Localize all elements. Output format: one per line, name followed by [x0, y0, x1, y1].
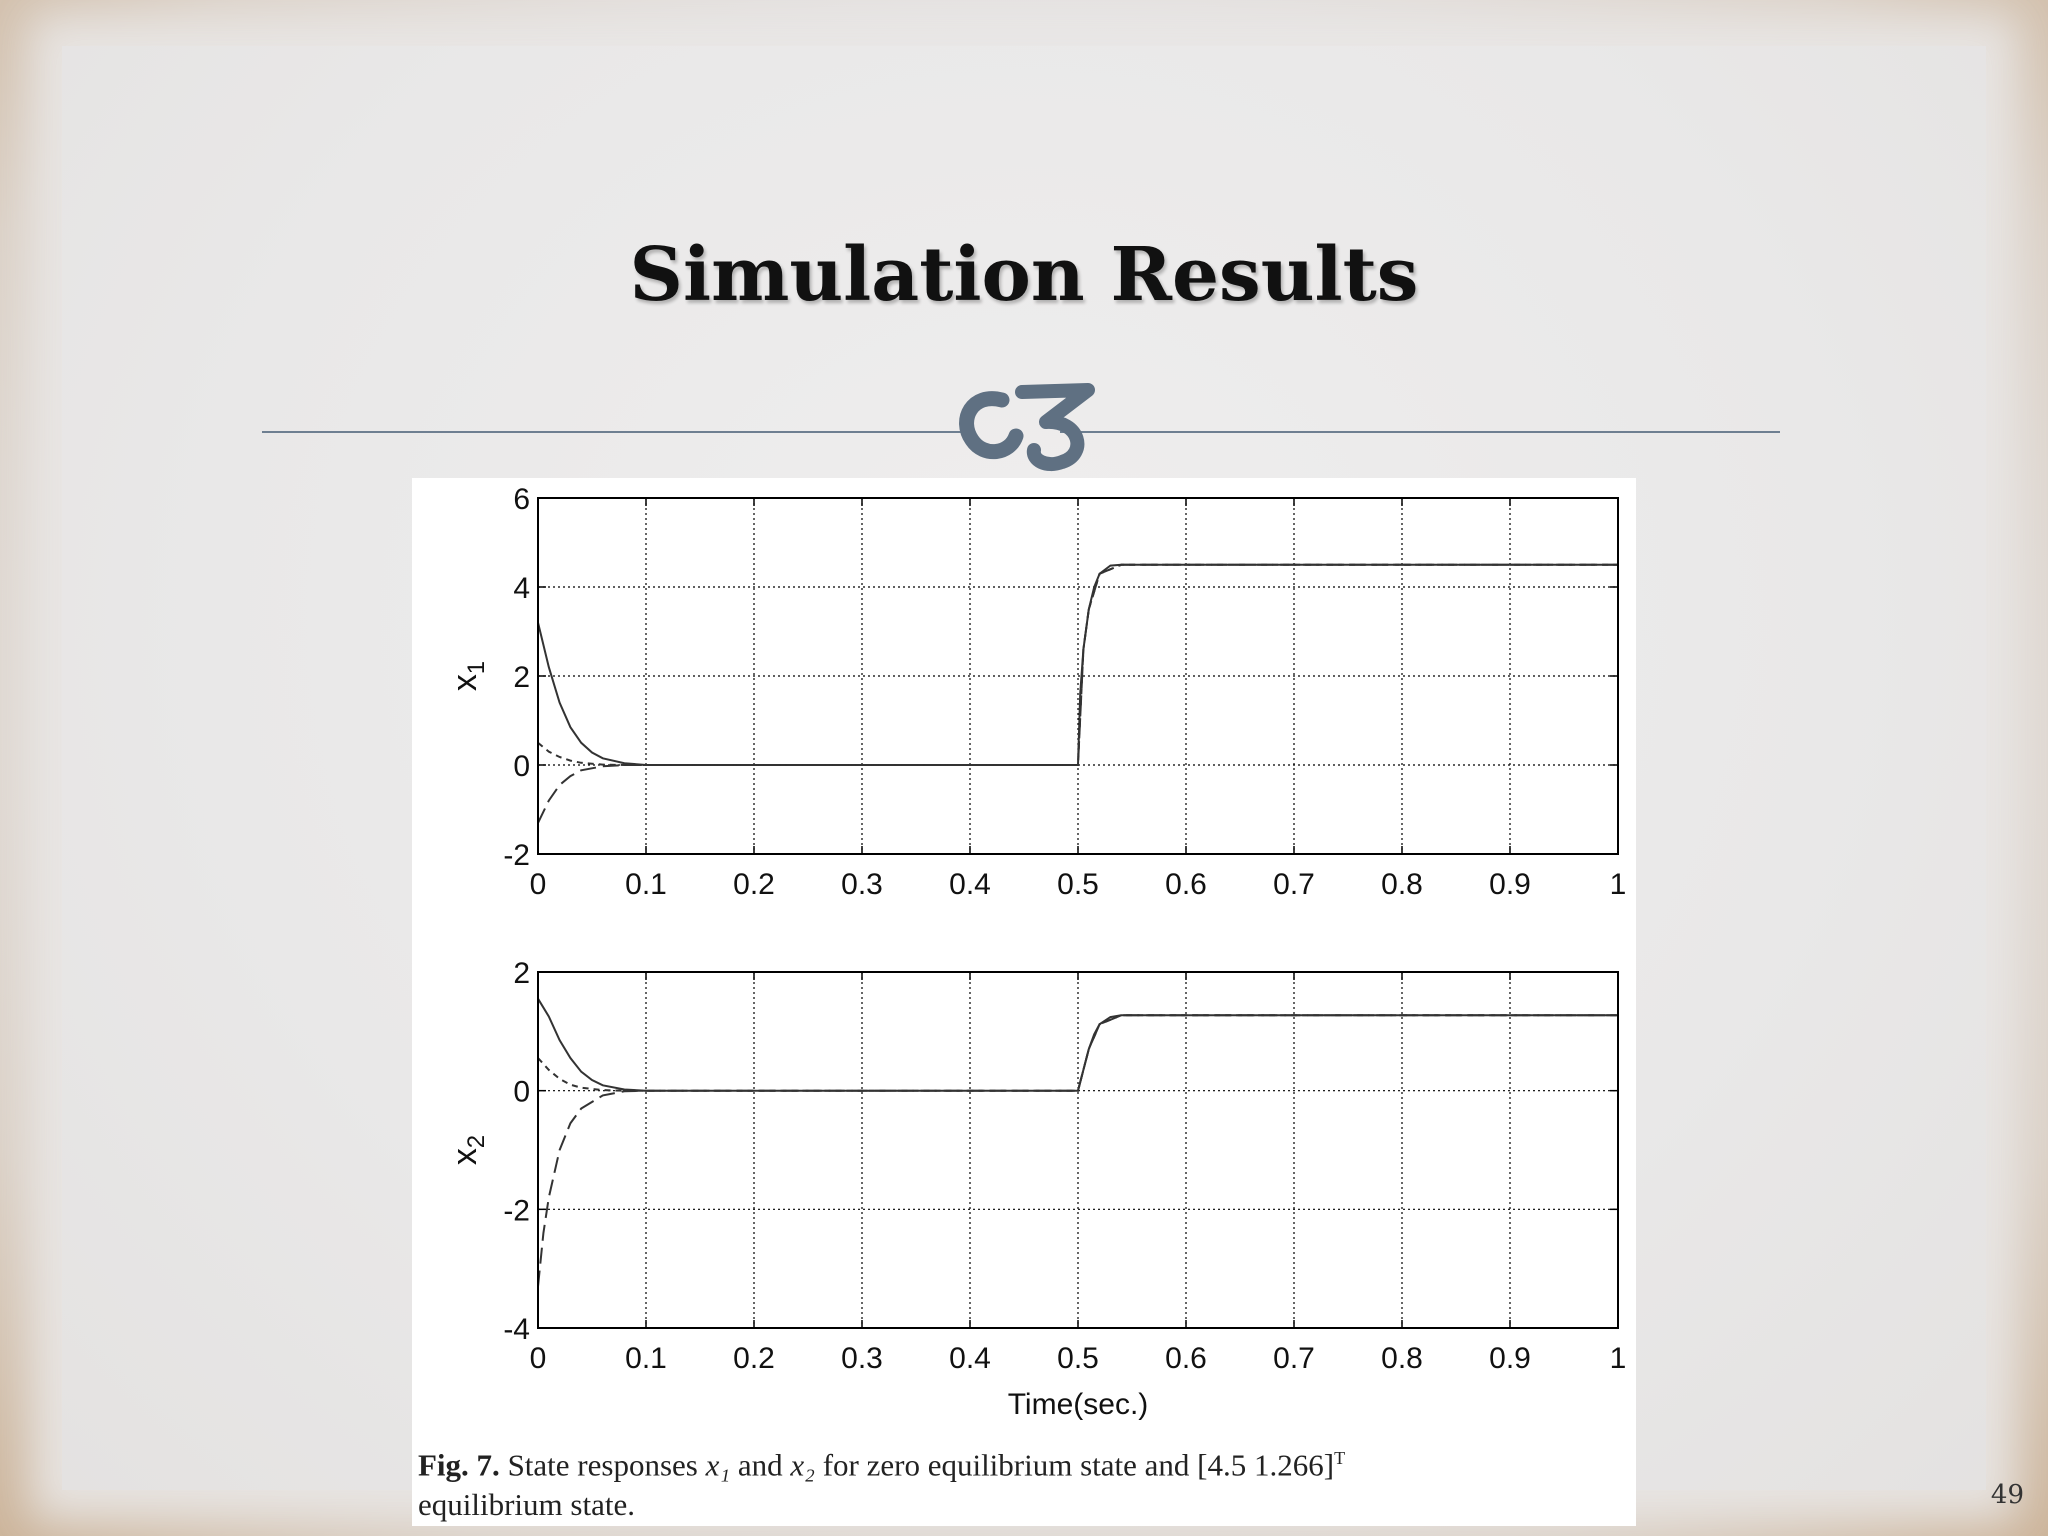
- caption-superscript: T: [1334, 1448, 1346, 1468]
- divider-right: [1060, 431, 1780, 433]
- x-tick-label: 0.2: [733, 868, 775, 901]
- ornament-icon: [959, 383, 1095, 472]
- x-tick-label: 0.6: [1165, 868, 1207, 901]
- y-tick-label: -4: [503, 1313, 530, 1346]
- x-tick-label: 0: [530, 868, 547, 901]
- series-line-dashed: [537, 1014, 1618, 1092]
- slide-title: Simulation Results: [629, 232, 1419, 318]
- x-tick-label: 0.2: [733, 1342, 775, 1375]
- x-tick-label: 0.5: [1057, 868, 1099, 901]
- caption-x2: x₂: [790, 1447, 815, 1483]
- y-tick-label: 2: [513, 661, 530, 694]
- x-tick-label: 0.4: [949, 1342, 991, 1375]
- series-line-longdash: [537, 563, 1618, 824]
- x-tick-label: 0.1: [625, 868, 667, 901]
- y-axis-label: x1: [446, 661, 490, 691]
- figure: 0 0.1 0.2 0.3 0.4 0.5 0.6 0.7 0.8 0.9 1 -2 0 2 4 6 x1 0 0.…: [412, 478, 1636, 1526]
- x-tick-label: 0.6: [1165, 1342, 1207, 1375]
- x-tick-label: 0.3: [841, 868, 883, 901]
- x-tick-label: 1: [1610, 868, 1627, 901]
- x-axis-label: Time(sec.): [1008, 1388, 1149, 1421]
- y-tick-label: -2: [503, 839, 530, 872]
- x-tick-label: 0.3: [841, 1342, 883, 1375]
- caption-pre: State responses: [507, 1447, 698, 1483]
- x-tick-label: 0.8: [1381, 868, 1423, 901]
- x-tick-label: 0: [530, 1342, 547, 1375]
- y-tick-label: -2: [503, 1194, 530, 1227]
- y-tick-label: 0: [513, 750, 530, 783]
- x-tick-label: 0.7: [1273, 868, 1315, 901]
- series-line-solid: [537, 563, 1618, 766]
- plot-frame: [537, 971, 1619, 1329]
- series-line-dashed: [537, 563, 1618, 766]
- y-tick-label: 6: [513, 483, 530, 516]
- x-tick-label: 0.7: [1273, 1342, 1315, 1375]
- y-axis-label: x2: [446, 1135, 490, 1165]
- divider-left: [262, 431, 962, 433]
- x-tick-label: 0.9: [1489, 868, 1531, 901]
- caption-fig-label: Fig. 7.: [418, 1447, 500, 1483]
- x-tick-label: 0.5: [1057, 1342, 1099, 1375]
- x-tick-label: 0.4: [949, 868, 991, 901]
- x-tick-label: 0.1: [625, 1342, 667, 1375]
- caption-text-after: for zero equilibrium state and [4.5 1.26…: [822, 1447, 1335, 1483]
- figure-caption: Fig. 7. State responses x₁ and x₂ for ze…: [418, 1438, 1630, 1525]
- x-tick-label: 1: [1610, 1342, 1627, 1375]
- y-tick-label: 4: [513, 572, 530, 605]
- page-number: 49: [1990, 1480, 2024, 1510]
- series-line-longdash: [537, 1014, 1618, 1287]
- caption-line2: equilibrium state.: [418, 1487, 635, 1523]
- y-tick-label: 0: [513, 1076, 530, 1109]
- caption-and: and: [737, 1447, 783, 1483]
- caption-x1: x₁: [705, 1447, 731, 1483]
- x-tick-label: 0.8: [1381, 1342, 1423, 1375]
- y-tick-label: 2: [513, 957, 530, 990]
- x-tick-label: 0.9: [1489, 1342, 1531, 1375]
